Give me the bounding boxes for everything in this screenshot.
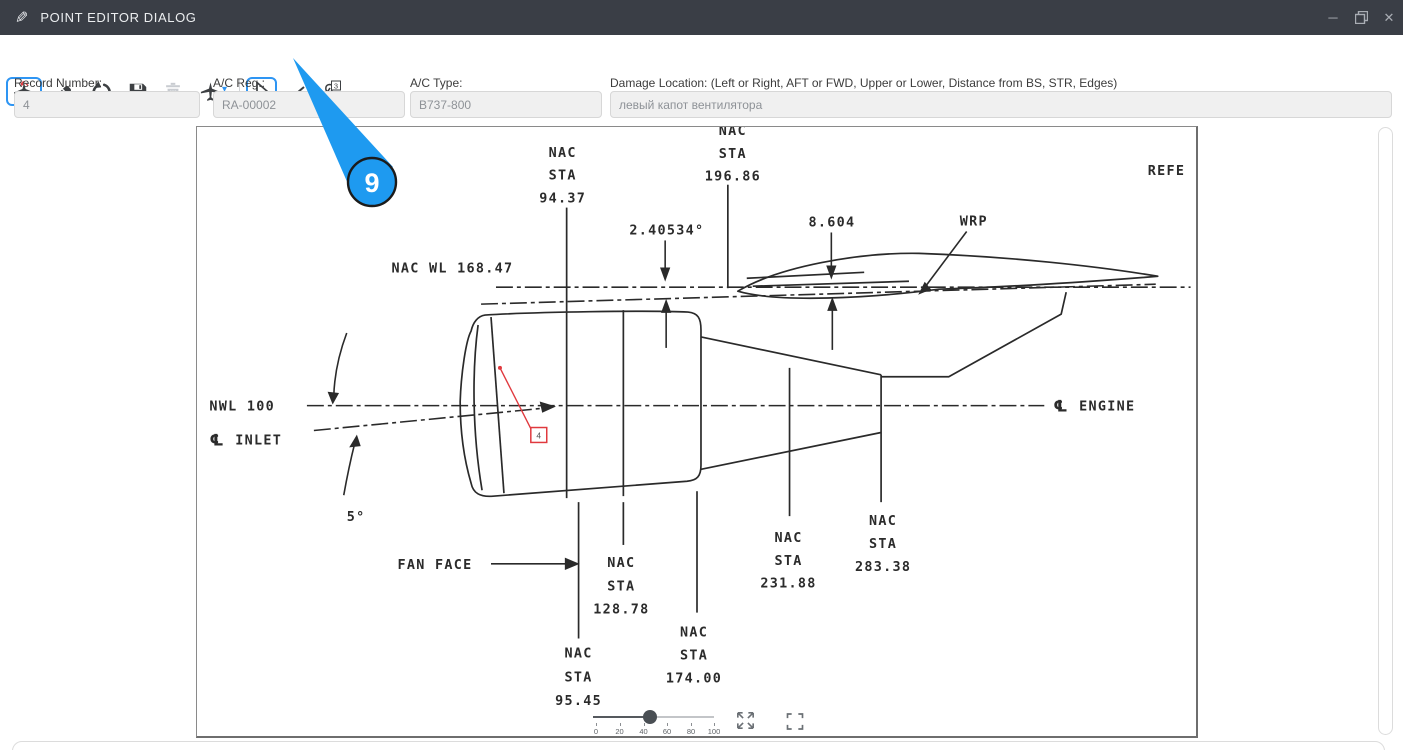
engine-diagram: NAC WL 168.47 NWL 100 ℄ INLET ℄ ENGINE F… <box>209 127 1191 709</box>
centerlines <box>306 283 1191 432</box>
expand-arrows-icon <box>737 712 754 729</box>
dim-8604-label: 8.604 <box>808 216 855 231</box>
station-label: 128.78 <box>593 603 649 618</box>
svg-text:3: 3 <box>334 81 338 90</box>
station-label: NAC <box>774 531 802 546</box>
close-button[interactable]: ✕ <box>1383 9 1395 25</box>
damage-point-marker[interactable]: 4 <box>497 365 548 444</box>
ac-reg-field[interactable] <box>213 91 405 118</box>
damage-point-number: 4 <box>536 430 541 440</box>
toolbar: ▾ 3 <box>0 35 1403 106</box>
window-title: POINT EDITOR DIALOG <box>40 10 197 25</box>
wrp-label: WRP <box>960 215 988 230</box>
angle-5-label: 5° <box>347 510 366 525</box>
station-label: STA <box>549 169 577 184</box>
station-label: 283.38 <box>855 560 911 575</box>
aircraft-icon <box>200 82 220 101</box>
station-label: STA <box>565 670 593 685</box>
tick-label: 80 <box>686 727 696 736</box>
titlebar: ✎ POINT EDITOR DIALOG ─ ✕ <box>0 0 1403 35</box>
restore-icon <box>1354 11 1368 24</box>
diagram-labels: NAC WL 168.47 NWL 100 ℄ INLET ℄ ENGINE F… <box>209 127 1185 709</box>
station-label: STA <box>774 554 802 569</box>
dimension-arrows <box>327 231 968 571</box>
station-label: 231.88 <box>760 577 816 592</box>
station-label: NAC <box>549 146 577 161</box>
damage-location-field[interactable] <box>610 91 1392 118</box>
station-label: NAC <box>565 646 593 661</box>
station-label: 174.00 <box>666 671 722 686</box>
ac-type-field[interactable] <box>410 91 602 118</box>
centerline-symbol: ℄ <box>209 430 223 449</box>
inlet-label: INLET <box>235 433 282 448</box>
tick-label: 20 <box>615 727 624 736</box>
minimize-button[interactable]: ─ <box>1328 10 1338 25</box>
station-label: NAC <box>680 625 708 640</box>
station-label: STA <box>680 648 708 663</box>
station-label: STA <box>607 580 635 595</box>
vertical-scrollbar[interactable] <box>1378 127 1393 735</box>
restore-button[interactable] <box>1347 0 1375 35</box>
station-label: 94.37 <box>539 192 586 207</box>
fullscreen-brackets-icon <box>786 713 804 730</box>
nwl-label: NWL 100 <box>209 400 275 415</box>
ac-type-label: A/C Type: <box>410 76 463 90</box>
diagram-panel: NAC WL 168.47 NWL 100 ℄ INLET ℄ ENGINE F… <box>196 126 1198 738</box>
tick-label: 0 <box>593 727 599 736</box>
station-label: NAC <box>607 556 635 571</box>
centerline-symbol: ℄ <box>1053 397 1067 416</box>
fullscreen-button[interactable] <box>785 711 805 736</box>
record-number-field[interactable] <box>14 91 200 118</box>
ref-label: REFE <box>1148 164 1185 179</box>
zoom-slider: 0 20 40 60 80 100 <box>589 707 721 736</box>
tick-label: 60 <box>662 727 672 736</box>
tick-label: 40 <box>639 727 648 736</box>
station-label: 95.45 <box>555 694 602 709</box>
nac-angle-label: 2.40534° <box>629 223 704 238</box>
aircraft-select-tool[interactable] <box>195 77 225 106</box>
slider-thumb[interactable] <box>643 710 657 724</box>
bottom-panel <box>12 741 1385 750</box>
fan-face-label: FAN FACE <box>397 558 472 573</box>
tick-label: 100 <box>707 727 721 736</box>
station-label: STA <box>869 537 897 552</box>
fit-view-button[interactable] <box>734 709 757 736</box>
station-label: NAC <box>869 514 897 529</box>
station-lines <box>565 184 882 639</box>
record-number-label: Record Number: <box>14 76 103 90</box>
station-label: 196.86 <box>705 170 761 185</box>
station-label: NAC <box>719 127 747 139</box>
station-label: STA <box>719 147 747 162</box>
slider-fill <box>593 716 650 718</box>
chevron-down-icon[interactable]: ▾ <box>222 84 228 95</box>
nacelle-outline <box>459 252 1159 499</box>
pencil-icon: ✎ <box>15 9 29 27</box>
nac-wl-label: NAC WL 168.47 <box>392 261 514 276</box>
ac-reg-label: A/C Reg.: <box>213 76 266 90</box>
engine-label: ENGINE <box>1079 400 1135 415</box>
damage-location-label: Damage Location: (Left or Right, AFT or … <box>610 76 1118 90</box>
